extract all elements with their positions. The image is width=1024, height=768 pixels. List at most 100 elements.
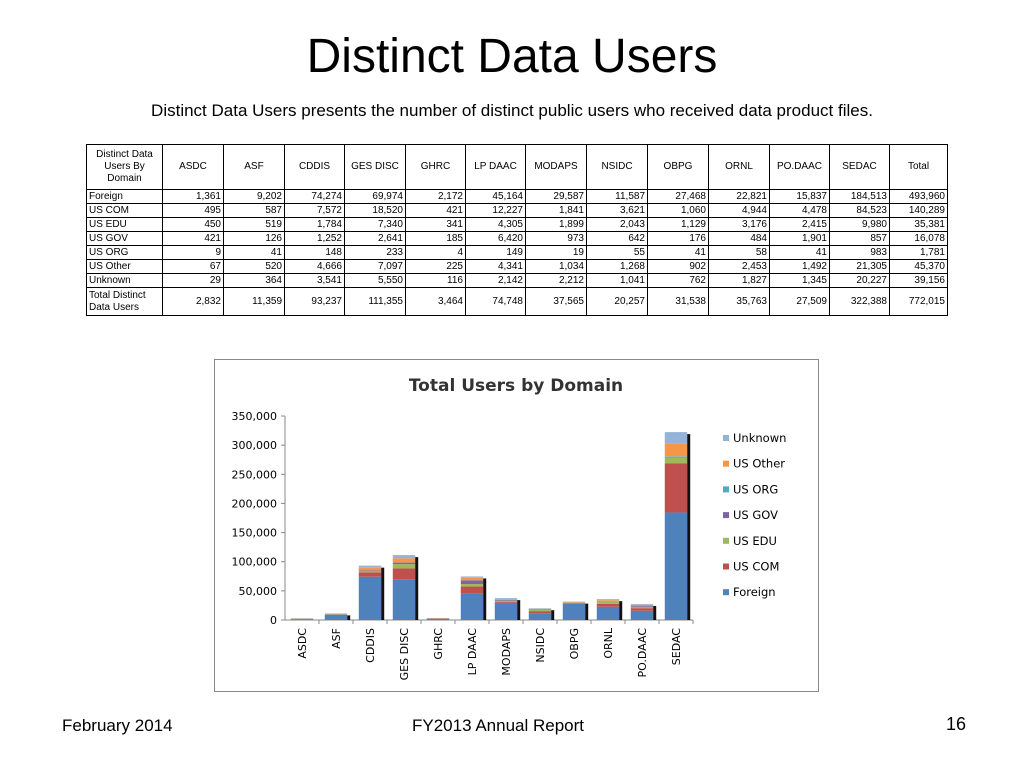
- table-cell: 9: [162, 245, 224, 260]
- bar-segment: [358, 567, 382, 571]
- table-cell: 587: [223, 203, 285, 218]
- table-cell: 116: [405, 273, 466, 288]
- column-header: OBPG: [647, 144, 709, 190]
- table-cell: 4,341: [465, 259, 526, 274]
- bar-segment: [596, 600, 620, 602]
- table-cell: 4,944: [708, 203, 770, 218]
- legend-swatch: [723, 512, 729, 519]
- table-cell: 233: [344, 245, 406, 260]
- table-row: US COM 495 587 7,572 18,520 421 12,227 1,841 3,6…: [86, 203, 948, 218]
- table-cell: 519: [223, 217, 285, 232]
- table-cell: 450: [162, 217, 224, 232]
- bar-segment: [528, 608, 552, 610]
- x-tick-label: LP DAAC: [466, 628, 479, 676]
- table-cell: 1,041: [586, 273, 648, 288]
- table-cell: 4,305: [465, 217, 526, 232]
- row-label: US EDU: [86, 217, 163, 232]
- bar-segment: [630, 606, 654, 609]
- y-tick-label: 150,000: [232, 527, 278, 540]
- table-cell: 9,980: [829, 217, 890, 232]
- table-cell: 2,641: [344, 231, 406, 246]
- table-cell: 41: [647, 245, 709, 260]
- table-cell: 1,252: [284, 231, 345, 246]
- table-cell: 93,237: [284, 287, 345, 316]
- table-cell: 149: [465, 245, 526, 260]
- bar-segment: [664, 443, 688, 457]
- table-cell: 21,305: [829, 259, 890, 274]
- x-tick-label: SEDAC: [670, 628, 683, 666]
- legend-swatch: [723, 460, 729, 467]
- table-cell: 1,784: [284, 217, 345, 232]
- bar-segment: [528, 613, 552, 620]
- table-cell: 520: [223, 259, 285, 274]
- legend-swatch: [723, 435, 729, 441]
- chart-frame: Total Users by Domain 0 50,000 100,000 150,0…: [214, 359, 819, 692]
- table-cell: 1,060: [647, 203, 709, 218]
- legend-swatch: [723, 589, 729, 596]
- bar-segment: [664, 463, 688, 513]
- column-header: ORNL: [708, 144, 770, 190]
- table-cell: 772,015: [889, 287, 948, 316]
- table-cell: 140,289: [889, 203, 948, 218]
- table-cell: 493,960: [889, 189, 948, 204]
- table-cell: 857: [829, 231, 890, 246]
- row-label: Unknown: [86, 273, 163, 288]
- legend-swatch: [723, 486, 729, 493]
- bar-segment: [630, 605, 654, 607]
- column-header: MODAPS: [525, 144, 587, 190]
- table-cell: 16,078: [889, 231, 948, 246]
- column-header: GHRC: [405, 144, 466, 190]
- bar-segment: [460, 586, 484, 594]
- bar-segment: [460, 593, 484, 620]
- table-cell: 322,388: [829, 287, 890, 316]
- x-tick-label: ORNL: [602, 627, 615, 659]
- bar-shadow: [483, 578, 487, 620]
- bar-segment: [630, 608, 654, 611]
- row-label: US COM: [86, 203, 163, 218]
- x-tick-label: GES DISC: [398, 628, 411, 681]
- table-cell: 642: [586, 231, 648, 246]
- bar-segment: [358, 576, 382, 620]
- bar-segment: [664, 432, 688, 444]
- bar-segment: [358, 571, 382, 573]
- table-cell: 15,837: [769, 189, 830, 204]
- table-cell: 37,565: [525, 287, 587, 316]
- x-tick-label: ASF: [330, 628, 343, 649]
- table-header-row: Distinct Data Users By Domain ASDC ASF CDDI…: [86, 144, 948, 190]
- x-tick-label: MODAPS: [500, 628, 513, 676]
- table-cell: 1,268: [586, 259, 648, 274]
- bar-segment: [460, 576, 484, 578]
- x-tick-label: PO.DAAC: [636, 628, 649, 678]
- bar-segment: [630, 603, 654, 605]
- legend-swatch: [723, 563, 729, 570]
- bar-segment: [290, 619, 314, 620]
- bar-segment: [494, 602, 518, 620]
- bar-segment: [358, 572, 382, 577]
- table-cell: 19: [525, 245, 587, 260]
- bar-segment: [596, 601, 620, 604]
- bar-segment: [596, 603, 620, 607]
- bar-segment: [528, 611, 552, 614]
- bar-segment: [392, 555, 416, 559]
- users-by-domain-table: Distinct Data Users By Domain ASDC ASF CDDI…: [86, 144, 948, 316]
- table-cell: 2,043: [586, 217, 648, 232]
- table-cell: 45,164: [465, 189, 526, 204]
- table-cell: 20,257: [586, 287, 648, 316]
- bar-shadow: [585, 603, 589, 620]
- bar-segment: [494, 601, 518, 603]
- bar-shadow: [381, 567, 385, 620]
- table-cell: 45,370: [889, 259, 948, 274]
- column-header: ASF: [223, 144, 285, 190]
- table-cell: 41: [223, 245, 285, 260]
- table-cell: 762: [647, 273, 709, 288]
- column-header: GES DISC: [344, 144, 406, 190]
- table-cell: 58: [708, 245, 770, 260]
- table-cell: 11,587: [586, 189, 648, 204]
- column-header: PO.DAAC: [769, 144, 830, 190]
- table-cell: 421: [162, 231, 224, 246]
- bar-segment: [392, 579, 416, 620]
- table-cell: 1,841: [525, 203, 587, 218]
- page-number: 16: [946, 714, 967, 734]
- bar-segment: [358, 570, 382, 572]
- table-corner-header: Distinct Data Users By Domain: [86, 144, 163, 190]
